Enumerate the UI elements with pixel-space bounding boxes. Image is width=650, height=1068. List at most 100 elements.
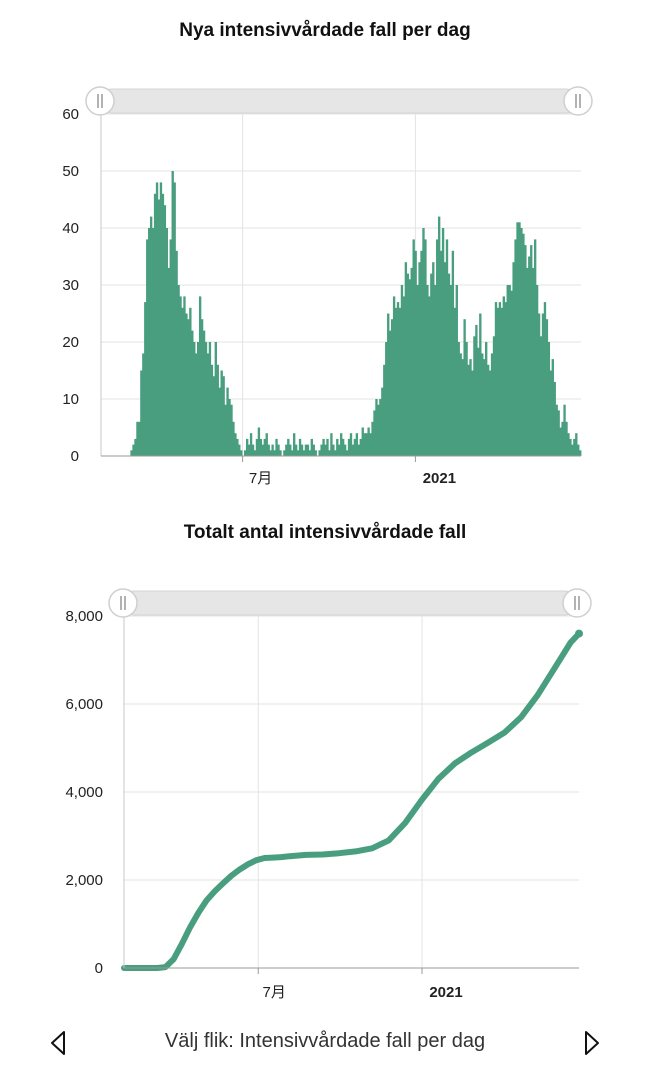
bar <box>445 239 449 456</box>
bar <box>173 182 176 456</box>
tab-selector-bar: Välj flik: Intensivvårdade fall per dag <box>0 1018 650 1068</box>
bar <box>369 433 372 456</box>
bar <box>230 404 233 456</box>
next-tab-arrow-icon[interactable] <box>576 1028 606 1058</box>
bar <box>424 239 427 456</box>
x-tick-label: 2021 <box>429 984 462 1001</box>
bar <box>575 433 578 456</box>
previous-tab-arrow-icon[interactable] <box>44 1028 74 1058</box>
slider-left-handle[interactable] <box>85 86 115 116</box>
bar <box>451 250 455 456</box>
bar <box>148 228 151 456</box>
slider-left-handle[interactable] <box>108 588 138 618</box>
y-tick-label: 0 <box>71 448 79 465</box>
bar <box>434 285 437 456</box>
bar <box>185 313 188 456</box>
bar <box>302 450 306 456</box>
bar <box>524 245 527 456</box>
bar <box>428 296 431 456</box>
bar <box>398 307 402 456</box>
bar <box>212 376 216 456</box>
bar <box>500 307 504 456</box>
bar <box>146 239 149 456</box>
bar <box>443 262 447 456</box>
bar <box>134 438 137 456</box>
bar <box>330 433 333 456</box>
bar <box>514 239 517 456</box>
bar <box>259 438 263 456</box>
bar <box>432 262 435 456</box>
bar <box>457 342 460 456</box>
bar <box>234 433 237 456</box>
bar <box>532 267 535 456</box>
y-tick-label: 30 <box>62 277 79 294</box>
bar <box>486 364 490 456</box>
bar <box>545 319 549 456</box>
bar <box>244 450 247 456</box>
bar <box>363 433 366 456</box>
selected-tab-label[interactable]: Välj flik: Intensivvårdade fall per dag <box>164 1030 486 1052</box>
bar <box>245 438 249 456</box>
bar <box>265 433 268 456</box>
bar <box>381 387 384 456</box>
bar <box>355 433 359 456</box>
bar <box>389 330 392 456</box>
slider-track[interactable] <box>122 590 578 616</box>
bar <box>165 228 169 456</box>
bar <box>496 307 500 456</box>
total-range-slider[interactable] <box>108 588 592 618</box>
bar <box>214 342 217 456</box>
daily-range-slider[interactable] <box>85 86 593 116</box>
bar <box>136 421 139 456</box>
bar <box>498 302 502 456</box>
bar <box>383 364 386 456</box>
bar <box>473 336 476 456</box>
bar <box>351 444 355 456</box>
bar <box>377 404 380 456</box>
bar <box>420 250 423 456</box>
bar <box>557 410 560 456</box>
bar <box>530 245 533 456</box>
bar <box>144 302 147 456</box>
bar <box>547 342 551 456</box>
bar <box>502 296 505 456</box>
bar <box>293 433 296 456</box>
bar <box>400 285 404 456</box>
bar <box>155 182 159 456</box>
bar <box>441 228 445 456</box>
slider-right-handle[interactable] <box>563 86 593 116</box>
bar <box>200 319 204 456</box>
bar <box>528 256 531 456</box>
bar <box>177 285 180 456</box>
bar <box>347 438 351 456</box>
x-tick-label: 2021 <box>423 470 456 487</box>
bar <box>426 285 429 456</box>
bar <box>240 450 243 456</box>
bar <box>224 404 227 456</box>
bar <box>142 353 145 456</box>
daily-chart-title: Nya intensivvårdade fall per dag <box>179 20 471 41</box>
bar <box>271 444 274 456</box>
slider-right-handle[interactable] <box>562 588 592 618</box>
bar <box>314 450 317 456</box>
slider-track[interactable] <box>99 88 579 114</box>
bar <box>504 302 507 456</box>
bar <box>159 182 163 456</box>
bar <box>537 313 541 456</box>
bar <box>510 290 513 456</box>
bar <box>322 438 325 456</box>
bar <box>255 438 259 456</box>
bar <box>269 450 272 456</box>
bar <box>193 342 196 456</box>
y-tick-label: 2,000 <box>65 872 103 889</box>
bar <box>535 285 539 456</box>
bar <box>567 433 570 456</box>
bar <box>334 450 337 456</box>
bar <box>526 267 529 456</box>
bar <box>469 359 472 456</box>
bar <box>361 427 364 456</box>
bar <box>263 438 266 456</box>
bar <box>277 444 280 456</box>
bar <box>210 364 214 456</box>
bar <box>175 250 178 456</box>
